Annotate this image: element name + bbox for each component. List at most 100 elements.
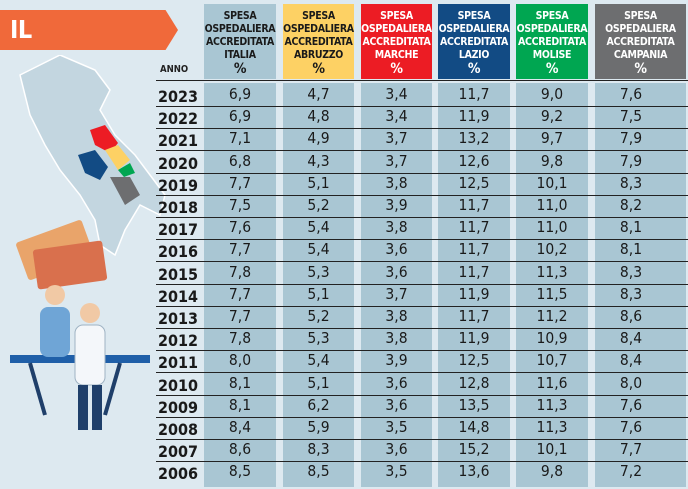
value-cell: 3,7 xyxy=(385,284,408,303)
value-cell: 8,6 xyxy=(228,440,252,459)
year-cell: 2011 xyxy=(158,353,199,373)
value-cell: 6,9 xyxy=(228,85,252,103)
value-cell: 11,3 xyxy=(536,418,568,436)
column-header-line: ITALIA xyxy=(224,49,256,61)
value-cell: 4,9 xyxy=(307,129,330,148)
column-header-line: ACCREDITATA xyxy=(606,36,675,48)
value-cell: 12,5 xyxy=(458,351,490,370)
value-cell: 7,6 xyxy=(619,85,643,103)
value-cell: 8,1 xyxy=(619,218,643,237)
value-cell: 4,8 xyxy=(307,107,330,126)
value-cell: 8,2 xyxy=(619,196,643,214)
value-cell: 7,9 xyxy=(619,129,643,148)
doctor-icon xyxy=(80,303,100,323)
value-cell: 12,5 xyxy=(458,173,490,192)
value-cell: 7,7 xyxy=(228,173,252,192)
value-cell: 13,2 xyxy=(458,129,490,148)
value-cell: 11,9 xyxy=(458,107,490,126)
value-cell: 13,5 xyxy=(458,395,490,414)
value-cell: 8,4 xyxy=(228,418,252,436)
column-header: SPESA OSPEDALIERA ACCREDITATA ABRUZZO% xyxy=(283,4,354,79)
value-cell: 3,6 xyxy=(385,440,408,459)
column-header-line: OSPEDALIERA xyxy=(361,23,432,35)
column-header-line: ACCREDITATA xyxy=(362,36,431,48)
value-cell: 3,5 xyxy=(385,418,408,436)
value-cell: 7,9 xyxy=(619,151,643,170)
table-row: 2007 8,6 8,3 3,6 15,2 10,1 7,7 xyxy=(156,439,688,463)
column-header-line: SPESA xyxy=(380,10,413,22)
value-cell: 3,9 xyxy=(385,351,408,370)
value-cell: 11,6 xyxy=(536,373,568,392)
value-cell: 9,8 xyxy=(540,151,564,170)
column-header-line: OSPEDALIERA xyxy=(516,23,588,35)
value-cell: 5,2 xyxy=(307,196,330,214)
column-header-line: MOLISE xyxy=(532,49,572,61)
column-header-line: OSPEDALIERA xyxy=(283,23,354,35)
table-row: 2014 7,7 5,1 3,7 11,9 11,5 8,3 xyxy=(156,284,688,307)
year-cell: 2006 xyxy=(158,464,199,484)
value-cell: 11,7 xyxy=(458,262,490,281)
table-row: 2015 7,8 5,3 3,6 11,7 11,3 8,3 xyxy=(156,262,688,285)
column-header-line: OSPEDALIERA xyxy=(605,23,676,35)
value-cell: 8,1 xyxy=(228,373,252,392)
value-cell: 8,1 xyxy=(228,395,252,414)
table-row: 2013 7,7 5,2 3,8 11,7 11,2 8,6 xyxy=(156,306,688,329)
value-cell: 9,8 xyxy=(540,462,564,481)
value-cell: 3,8 xyxy=(385,173,408,192)
table-row: 2008 8,4 5,9 3,5 14,8 11,3 7,6 xyxy=(156,417,688,440)
value-cell: 5,2 xyxy=(307,307,330,325)
marche-region xyxy=(90,125,118,153)
year-column-header: ANNO xyxy=(160,64,189,75)
column-header-line: OSPEDALIERA xyxy=(204,23,276,35)
table-row: 2006 8,5 8,5 3,5 13,6 9,8 7,2 xyxy=(156,461,688,483)
value-cell: 3,6 xyxy=(385,373,408,392)
table-row: 2022 6,9 4,8 3,4 11,9 9,2 7,5 xyxy=(156,106,688,130)
value-cell: 11,5 xyxy=(536,284,568,303)
value-cell: 10,9 xyxy=(536,329,568,348)
value-cell: 8,5 xyxy=(228,462,252,481)
value-cell: 3,6 xyxy=(385,395,408,414)
value-cell: 5,3 xyxy=(307,329,330,348)
value-cell: 4,7 xyxy=(307,85,330,103)
column-header-line: LAZIO xyxy=(458,49,490,61)
unit-label: % xyxy=(467,61,481,77)
value-cell: 5,4 xyxy=(307,240,330,259)
table-row: 2018 7,5 5,2 3,9 11,7 11,0 8,2 xyxy=(156,195,688,218)
table-row: 2023 6,9 4,7 3,4 11,7 9,0 7,6 xyxy=(156,84,688,107)
value-cell: 9,0 xyxy=(540,85,564,103)
value-cell: 7,7 xyxy=(619,440,643,459)
italy-map-hospital-illustration xyxy=(10,55,166,430)
value-cell: 8,3 xyxy=(619,284,643,303)
unit-label: % xyxy=(233,61,247,77)
value-cell: 6,9 xyxy=(228,107,252,126)
value-cell: 5,1 xyxy=(307,173,330,192)
table-row: 2010 8,1 5,1 3,6 12,8 11,6 8,0 xyxy=(156,373,688,396)
column-header: SPESA OSPEDALIERA ACCREDITATA ITALIA% xyxy=(204,4,276,79)
doctor-icon xyxy=(45,285,65,305)
year-cell: 2017 xyxy=(158,220,199,240)
value-cell: 11,0 xyxy=(536,218,568,237)
value-cell: 3,4 xyxy=(385,107,408,126)
column-header-line: SPESA xyxy=(302,10,335,22)
column-header-line: ACCREDITATA xyxy=(517,36,587,48)
value-cell: 8,1 xyxy=(619,240,643,259)
value-cell: 8,6 xyxy=(619,307,643,325)
value-cell: 8,3 xyxy=(619,262,643,281)
value-cell: 5,9 xyxy=(307,418,330,436)
molise-region xyxy=(118,163,135,177)
year-cell: 2019 xyxy=(158,175,199,195)
value-cell: 3,8 xyxy=(385,218,408,237)
value-cell: 10,1 xyxy=(536,173,568,192)
value-cell: 3,5 xyxy=(385,462,408,481)
value-cell: 8,3 xyxy=(307,440,330,459)
column-header: SPESA OSPEDALIERA ACCREDITATA MARCHE% xyxy=(361,4,432,79)
value-cell: 10,1 xyxy=(536,440,568,459)
unit-label: % xyxy=(634,61,647,77)
column-header-line: CAMPANIA xyxy=(613,49,668,61)
value-cell: 6,8 xyxy=(228,151,252,170)
value-cell: 12,6 xyxy=(458,151,490,170)
value-cell: 7,2 xyxy=(619,462,643,481)
value-cell: 6,2 xyxy=(307,395,330,414)
year-cell: 2016 xyxy=(158,242,199,262)
value-cell: 7,7 xyxy=(228,307,252,325)
